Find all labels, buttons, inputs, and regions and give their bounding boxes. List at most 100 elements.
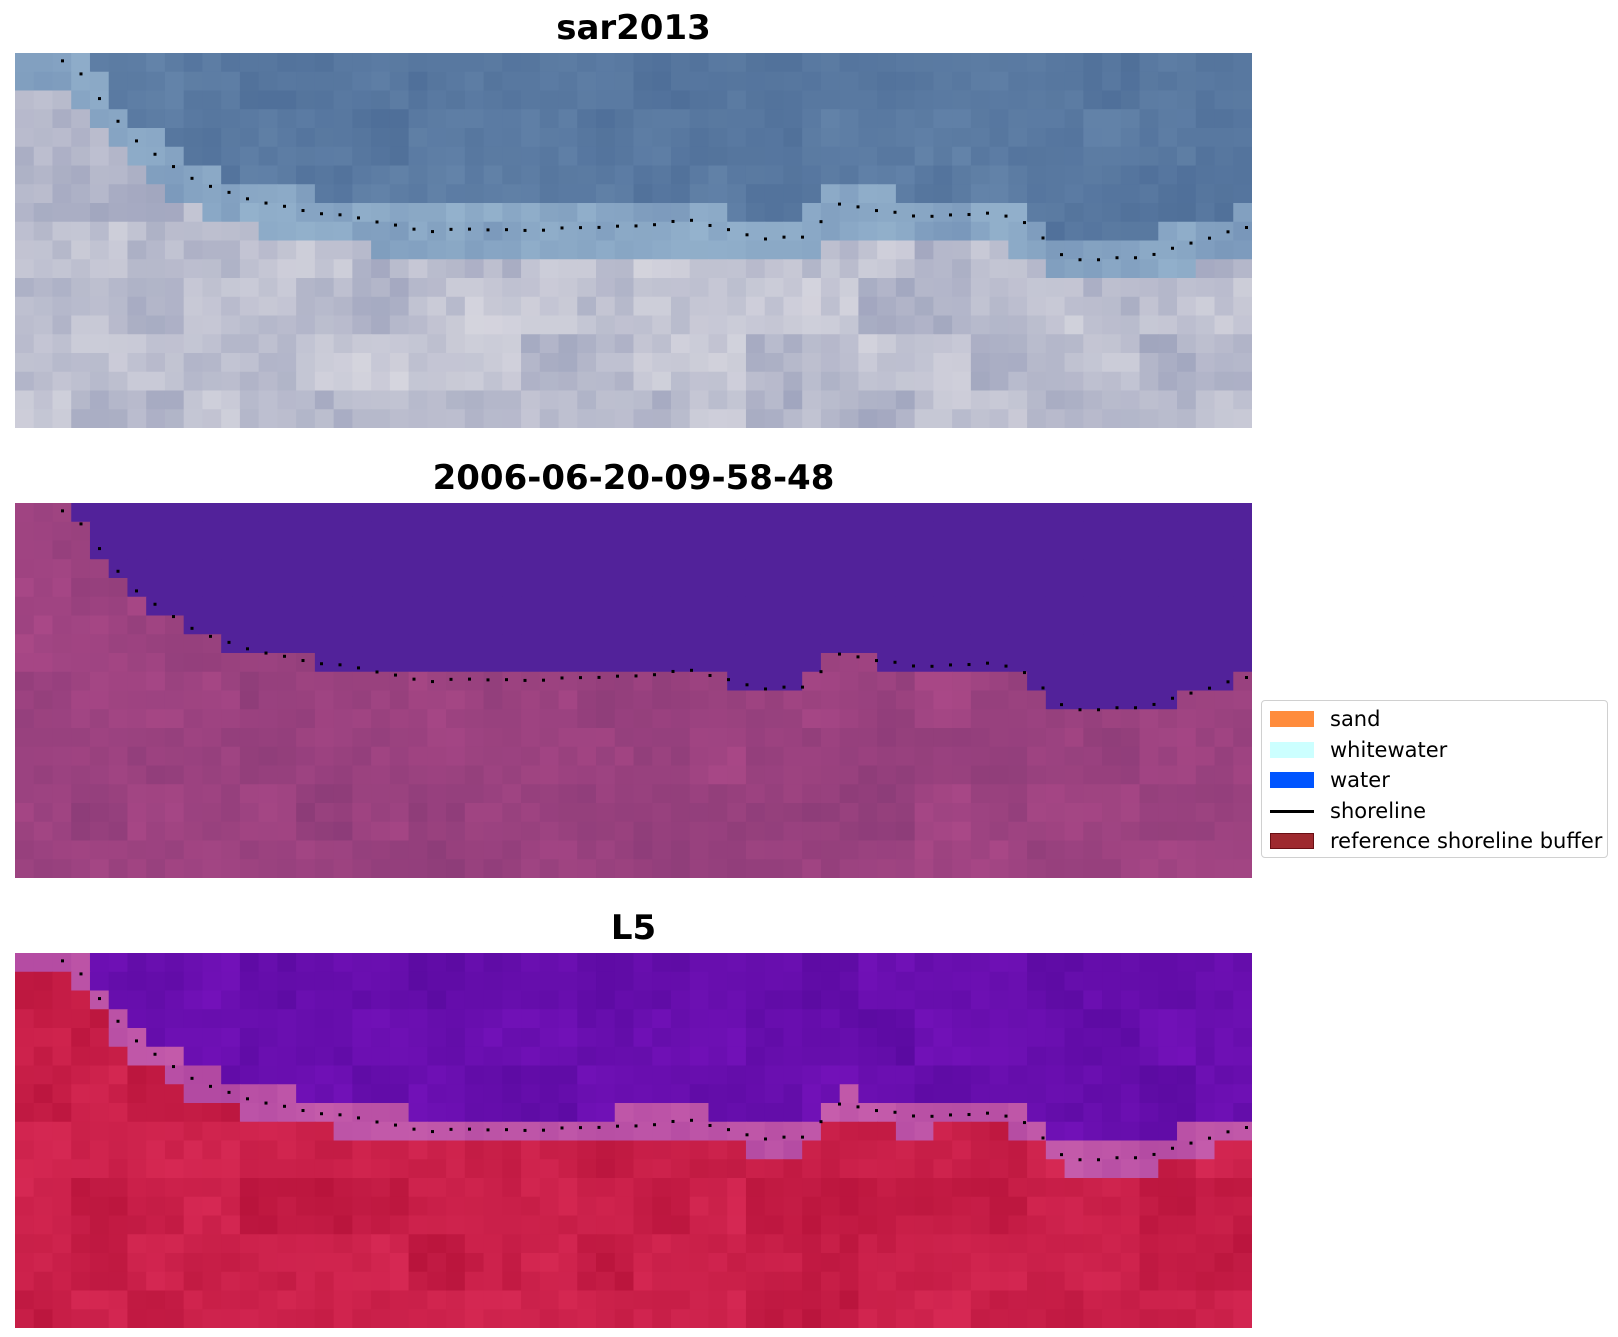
shoreline-point <box>135 139 138 143</box>
shoreline-point <box>431 680 434 684</box>
legend-item-reference-buffer: reference shoreline buffer <box>1270 827 1602 855</box>
legend: sand whitewater water shoreline referenc… <box>1261 700 1608 858</box>
shoreline-point <box>967 663 971 667</box>
shoreline-point <box>745 1133 749 1137</box>
shoreline-point <box>930 214 934 218</box>
shoreline-point <box>301 659 305 663</box>
shoreline-point <box>819 1120 823 1124</box>
shoreline-point <box>116 119 120 123</box>
shoreline-point <box>764 1137 767 1141</box>
shoreline-point <box>375 670 379 674</box>
shoreline-point <box>172 1065 175 1069</box>
shoreline-point <box>1171 1146 1174 1150</box>
shoreline-point <box>597 1125 601 1129</box>
shoreline-point <box>1152 702 1156 706</box>
shoreline-point <box>838 1102 841 1106</box>
shoreline-point <box>172 615 175 619</box>
shoreline-point <box>1134 256 1137 260</box>
pixel-grid <box>15 53 1252 428</box>
shoreline-point <box>801 1135 804 1139</box>
legend-label-whitewater: whitewater <box>1330 738 1448 762</box>
shoreline-point <box>653 1123 656 1127</box>
shoreline-point <box>1078 258 1082 262</box>
classified-image-panel <box>15 503 1252 878</box>
shoreline-point <box>209 184 212 188</box>
shoreline-point <box>597 675 601 679</box>
legend-label-reference-buffer: reference shoreline buffer <box>1330 829 1603 853</box>
shoreline-point <box>79 72 83 76</box>
shoreline-point <box>634 674 638 678</box>
shoreline-point <box>745 683 749 687</box>
shoreline-point <box>283 204 286 208</box>
shoreline-point <box>227 640 231 644</box>
shoreline-point <box>1152 1152 1156 1156</box>
shoreline-point <box>357 216 360 220</box>
shoreline-point <box>875 659 878 663</box>
shoreline-point <box>190 1076 194 1080</box>
shoreline-point <box>468 1127 471 1131</box>
shoreline-point <box>338 213 342 217</box>
shoreline-point <box>264 651 268 655</box>
shoreline-point <box>1245 226 1248 230</box>
shoreline-point <box>1226 680 1230 684</box>
shoreline-point <box>301 209 305 213</box>
shoreline-point <box>394 223 397 227</box>
shoreline-point <box>634 224 638 228</box>
shoreline-point <box>320 662 323 666</box>
shoreline-point <box>671 669 675 673</box>
shoreline-point <box>505 678 508 682</box>
shoreline-point <box>468 677 471 681</box>
shoreline-point <box>1004 664 1008 668</box>
shoreline-point <box>1097 258 1100 262</box>
shoreline-point <box>357 1116 360 1120</box>
shoreline-point <box>264 201 268 205</box>
shoreline-point <box>782 235 786 239</box>
shoreline-point <box>1023 1121 1026 1125</box>
shoreline-point <box>1245 676 1248 680</box>
shoreline-point <box>1208 1136 1211 1140</box>
shoreline-point <box>1041 686 1045 690</box>
shoreline-point <box>1097 1158 1100 1162</box>
shoreline-point <box>560 1126 564 1130</box>
shoreline-point <box>394 673 397 677</box>
shoreline-point <box>690 218 693 222</box>
shoreline-point <box>690 668 693 672</box>
shoreline-point <box>745 233 749 237</box>
classified-image <box>15 503 1252 878</box>
shoreline-point <box>116 569 120 573</box>
shoreline-point <box>782 1135 786 1139</box>
shoreline-point <box>912 664 915 668</box>
shoreline-point <box>61 959 64 963</box>
shoreline-point <box>505 1128 508 1132</box>
shoreline-point <box>597 225 601 229</box>
shoreline-point <box>283 1104 286 1108</box>
pixel-grid <box>15 503 1252 878</box>
shoreline-point <box>1078 708 1082 712</box>
shoreline-point <box>1208 686 1211 690</box>
shoreline-point <box>616 1124 619 1128</box>
shoreline-point <box>135 589 138 593</box>
shoreline-point <box>61 59 64 63</box>
shoreline-point <box>523 1128 527 1132</box>
shoreline <box>61 509 1248 712</box>
legend-swatch-reference-buffer <box>1270 833 1314 849</box>
shoreline-point <box>986 1111 989 1115</box>
shoreline-point <box>727 228 730 232</box>
shoreline-point <box>486 228 490 232</box>
shoreline-point <box>653 673 656 677</box>
shoreline-point <box>264 1101 268 1105</box>
shoreline-point <box>949 663 952 667</box>
shoreline-point <box>1060 253 1063 257</box>
shoreline-point <box>1023 671 1026 675</box>
shoreline-point <box>412 1127 416 1131</box>
shoreline-point <box>634 1124 638 1128</box>
shoreline-point <box>1226 1130 1230 1134</box>
shoreline-point <box>838 202 841 206</box>
shoreline-point <box>1078 1158 1082 1162</box>
shoreline-point <box>449 1127 453 1131</box>
index-image-panel <box>15 953 1252 1328</box>
shoreline-point <box>190 176 194 180</box>
shoreline-point <box>1060 1153 1063 1157</box>
shoreline-point <box>838 652 841 656</box>
index-image <box>15 953 1252 1328</box>
